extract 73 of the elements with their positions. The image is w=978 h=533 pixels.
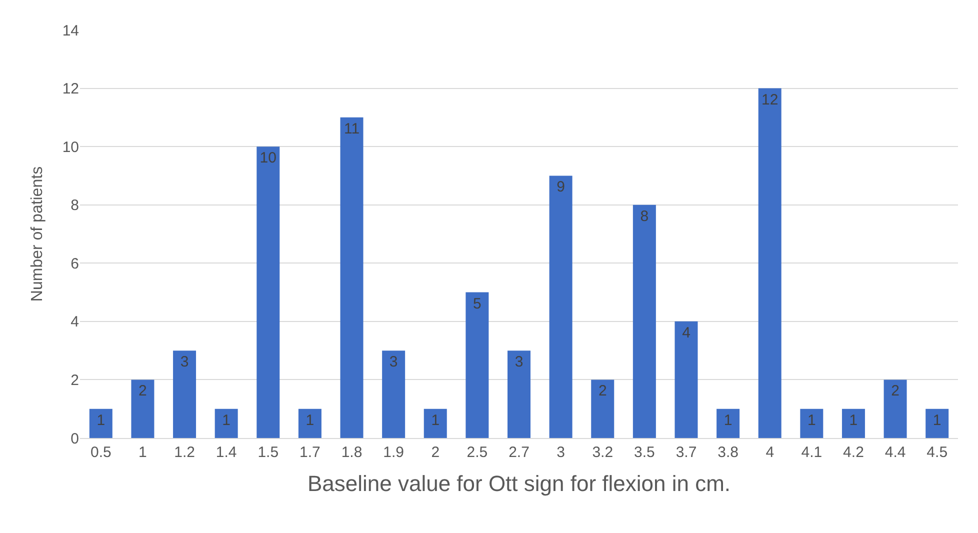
x-axis-title: Baseline value for Ott sign for flexion in cm.	[307, 470, 731, 496]
bar	[758, 88, 782, 438]
x-tick-label: 1.9	[383, 444, 404, 461]
bar	[131, 380, 154, 438]
data-label: 3	[514, 354, 524, 371]
bar	[340, 117, 364, 438]
y-tick-label: 6	[70, 255, 79, 272]
bar	[382, 350, 406, 438]
data-label: 12	[762, 91, 778, 108]
data-label: 8	[640, 208, 649, 225]
bar	[884, 380, 907, 438]
x-tick-label: 4.5	[926, 444, 948, 461]
y-tick-label: 10	[62, 138, 79, 156]
x-tick-label: 4.2	[843, 444, 864, 461]
data-label: 11	[344, 120, 360, 138]
x-tick-label: 4.1	[801, 444, 822, 461]
x-tick-label: 2	[431, 444, 440, 461]
y-axis-title: Number of patients	[29, 166, 46, 302]
x-tick-label: 4.4	[884, 444, 906, 461]
data-label: 2	[138, 382, 147, 400]
data-label: 5	[473, 295, 482, 312]
data-label: 1	[849, 412, 858, 429]
bar	[632, 204, 656, 438]
data-label: 3	[180, 354, 189, 371]
y-tick-label: 0	[70, 430, 79, 448]
bar	[466, 292, 489, 438]
bar	[256, 146, 280, 438]
x-tick-label: 3.2	[592, 444, 614, 461]
data-label: 3	[389, 354, 398, 371]
bar	[424, 408, 447, 438]
y-tick-label: 12	[62, 80, 79, 98]
x-tick-label: 3.7	[676, 444, 697, 461]
data-label: 4	[682, 324, 690, 342]
bar	[214, 408, 238, 438]
x-tick-label: 3.8	[718, 444, 738, 461]
bar	[173, 350, 196, 438]
data-label: 1	[96, 412, 106, 429]
data-label: 1	[724, 412, 732, 429]
x-tick-label: 3	[556, 444, 565, 461]
bar	[926, 408, 949, 438]
data-label: 9	[556, 178, 565, 196]
data-label: 1	[306, 412, 314, 429]
bar	[89, 408, 112, 438]
x-tick-label: 4	[766, 444, 774, 461]
x-tick-label: 2.5	[466, 444, 488, 461]
x-tick-label: 1.7	[300, 444, 320, 461]
data-label: 2	[598, 382, 607, 400]
y-tick-label: 8	[70, 197, 79, 214]
data-label: 10	[260, 150, 276, 167]
bar	[716, 408, 740, 438]
x-tick-label: 1	[138, 444, 147, 461]
data-label: 1	[431, 412, 440, 429]
bar	[591, 380, 614, 438]
x-tick-label: 0.5	[90, 444, 112, 461]
x-tick-label: 1.2	[174, 444, 195, 461]
x-tick-label: 1.5	[258, 444, 279, 461]
data-label: 1	[222, 412, 231, 429]
x-tick-label: 1.4	[216, 444, 237, 461]
bar	[508, 350, 530, 438]
bar	[800, 408, 824, 438]
y-tick-label: 14	[62, 22, 79, 40]
y-tick-label: 2	[70, 372, 79, 389]
bar	[674, 321, 698, 438]
data-label: 2	[891, 382, 900, 400]
x-tick-label: 3.5	[634, 444, 655, 461]
bar	[298, 408, 322, 438]
data-label: 1	[932, 412, 942, 429]
y-tick-label: 4	[70, 314, 79, 331]
x-tick-label: 2.7	[508, 444, 530, 461]
bar	[842, 408, 865, 438]
data-label: 1	[807, 412, 816, 429]
bar	[549, 176, 572, 438]
x-tick-label: 1.8	[341, 444, 362, 461]
